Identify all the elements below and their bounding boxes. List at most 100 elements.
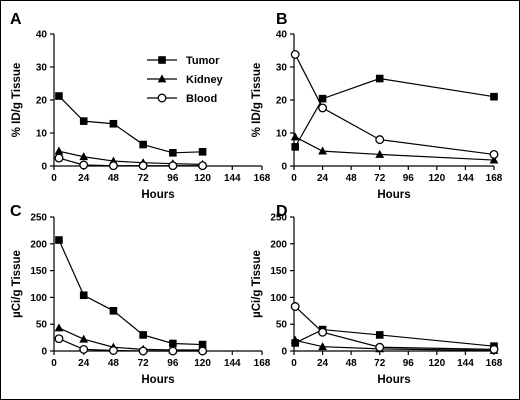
y-tick-label: 100 xyxy=(30,293,47,304)
y-tick-label: 40 xyxy=(36,30,48,41)
data-point-tumor xyxy=(109,119,118,128)
y-tick-label: 20 xyxy=(36,96,48,107)
x-axis-title: Hours xyxy=(141,189,174,201)
data-point-tumor xyxy=(375,74,384,83)
y-tick-label: 20 xyxy=(276,96,288,107)
data-point-tumor xyxy=(198,340,207,349)
data-point-tumor xyxy=(79,117,88,125)
data-point-kidney xyxy=(54,146,64,155)
x-tick-label: 24 xyxy=(317,173,329,184)
x-tick-label: 24 xyxy=(78,173,90,184)
data-point-kidney xyxy=(489,155,499,164)
y-tick-label: 50 xyxy=(276,320,288,331)
legend-marker-blood xyxy=(157,93,167,103)
x-tick-label: 0 xyxy=(51,358,57,369)
y-tick-label: 0 xyxy=(281,347,287,358)
series-blood xyxy=(54,153,208,171)
series-line-blood xyxy=(294,54,495,156)
y-tick-label: 30 xyxy=(276,63,288,74)
x-tick-label: 120 xyxy=(194,173,211,184)
x-tick-label: 0 xyxy=(51,173,57,184)
x-tick-label: 120 xyxy=(429,358,446,369)
x-tick-label: 96 xyxy=(403,173,415,184)
data-point-blood xyxy=(375,135,385,145)
data-point-kidney xyxy=(318,146,327,155)
series-kidney xyxy=(54,323,207,354)
x-tick-label: 96 xyxy=(403,358,415,369)
x-tick-label: 72 xyxy=(138,358,150,369)
data-point-tumor xyxy=(318,94,327,103)
x-tick-label: 96 xyxy=(167,173,179,184)
data-point-kidney xyxy=(290,132,300,141)
x-tick-label: 144 xyxy=(457,173,474,184)
x-tick-label: 72 xyxy=(374,358,386,369)
series-tumor xyxy=(291,74,498,151)
data-point-tumor xyxy=(55,92,63,100)
series-line-tumor xyxy=(294,77,495,148)
data-point-kidney xyxy=(54,323,64,332)
data-point-tumor xyxy=(55,236,63,244)
data-point-blood xyxy=(138,346,148,356)
x-axis-title: Hours xyxy=(141,374,174,386)
y-tick-label: 250 xyxy=(270,213,287,224)
data-point-blood xyxy=(489,344,499,354)
x-tick-label: 168 xyxy=(254,358,271,369)
x-tick-label: 72 xyxy=(138,173,150,184)
data-point-blood xyxy=(54,153,64,163)
data-point-blood xyxy=(375,342,385,352)
y-tick-label: 40 xyxy=(276,30,288,41)
series-line-blood xyxy=(58,338,203,352)
series-line-tumor xyxy=(294,328,495,347)
y-tick-label: 0 xyxy=(281,162,287,173)
y-tick-label: 30 xyxy=(36,63,48,74)
legend: Tumor Kidney Blood xyxy=(147,55,224,105)
series-line-kidney xyxy=(58,327,203,351)
x-tick-label: 48 xyxy=(108,358,120,369)
y-axis-title: % ID/g Tissue xyxy=(11,63,23,138)
data-point-tumor xyxy=(79,291,88,300)
data-point-blood xyxy=(198,346,208,356)
x-tick-label: 144 xyxy=(457,358,474,369)
y-tick-label: 250 xyxy=(30,213,47,224)
legend-label-kidney: Kidney xyxy=(186,74,224,86)
x-axis-title: Hours xyxy=(377,189,410,201)
series-line-blood xyxy=(294,306,495,350)
series-line-tumor xyxy=(58,239,203,346)
x-tick-label: 0 xyxy=(291,173,297,184)
data-point-blood xyxy=(489,149,499,159)
y-tick-label: 50 xyxy=(36,320,48,331)
x-axis-title: Hours xyxy=(377,374,410,386)
legend-marker-tumor xyxy=(158,56,166,64)
data-point-tumor xyxy=(169,149,177,157)
series-blood xyxy=(290,50,499,159)
data-point-blood xyxy=(198,161,208,171)
series-line-kidney xyxy=(58,150,203,165)
panel-a: A 0 10 20 30 40 0 24 48 72 96 120 144 168 Hours % ID/g … xyxy=(10,11,271,201)
data-point-blood xyxy=(138,161,148,171)
x-tick-label: 48 xyxy=(108,173,120,184)
data-point-tumor xyxy=(490,92,498,101)
data-point-tumor xyxy=(291,143,299,151)
y-tick-label: 10 xyxy=(36,129,48,140)
series-kidney xyxy=(290,132,499,164)
y-tick-label: 200 xyxy=(30,239,47,250)
panel-letter: B xyxy=(276,11,288,28)
x-tick-label: 72 xyxy=(374,173,386,184)
legend-label-tumor: Tumor xyxy=(186,55,220,67)
y-tick-label: 150 xyxy=(270,266,287,277)
series-line-kidney xyxy=(294,136,495,161)
data-point-blood xyxy=(108,161,118,171)
data-point-tumor xyxy=(198,148,207,156)
data-point-tumor xyxy=(139,331,147,339)
data-point-tumor xyxy=(139,140,147,149)
data-point-blood xyxy=(318,103,328,113)
series-kidney xyxy=(54,146,207,168)
data-point-tumor xyxy=(169,339,177,348)
x-tick-label: 48 xyxy=(346,358,358,369)
legend-marker-kidney xyxy=(157,74,167,83)
x-tick-label: 168 xyxy=(486,173,503,184)
x-tick-label: 120 xyxy=(429,173,446,184)
data-point-blood xyxy=(290,302,300,311)
panel-d: D 0 50 100 150 200 250 0 24 48 72 96 120 144 168 Hours µ… xyxy=(251,203,503,386)
